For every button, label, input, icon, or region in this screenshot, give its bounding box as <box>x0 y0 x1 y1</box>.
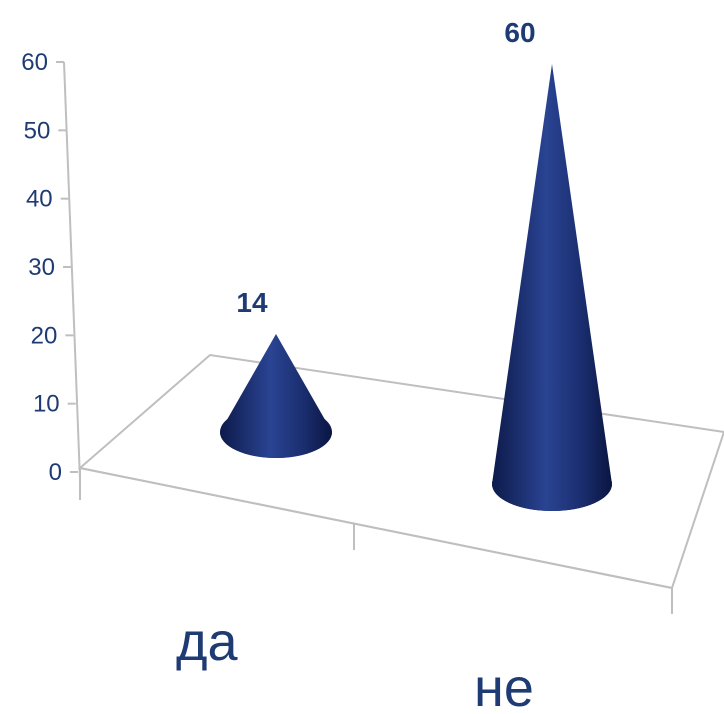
y-tick-label: 40 <box>26 186 53 213</box>
y-tick-label: 60 <box>21 49 48 76</box>
y-tick-label: 30 <box>28 254 55 281</box>
y-tick-label: 20 <box>31 322 58 349</box>
category-label-da: да <box>176 612 239 672</box>
y-axis-ticks: 0 10 20 30 40 50 60 <box>21 49 78 486</box>
data-label: 14 <box>236 287 268 318</box>
floor-front-edge <box>79 467 673 589</box>
data-label: 60 <box>504 17 535 48</box>
y-axis-line <box>63 61 81 481</box>
category-label-ne: не <box>474 658 534 714</box>
cone-bar-0: 14 <box>220 287 332 458</box>
cone-series: 14 60 <box>220 17 612 511</box>
cone-body <box>220 334 332 458</box>
cone-body <box>492 64 612 511</box>
chart-floor <box>77 353 724 590</box>
y-tick-label: 10 <box>33 391 60 418</box>
y-tick-label: 50 <box>24 117 51 144</box>
y-tick-label: 0 <box>49 459 62 486</box>
cone-bar-1: 60 <box>492 17 612 511</box>
